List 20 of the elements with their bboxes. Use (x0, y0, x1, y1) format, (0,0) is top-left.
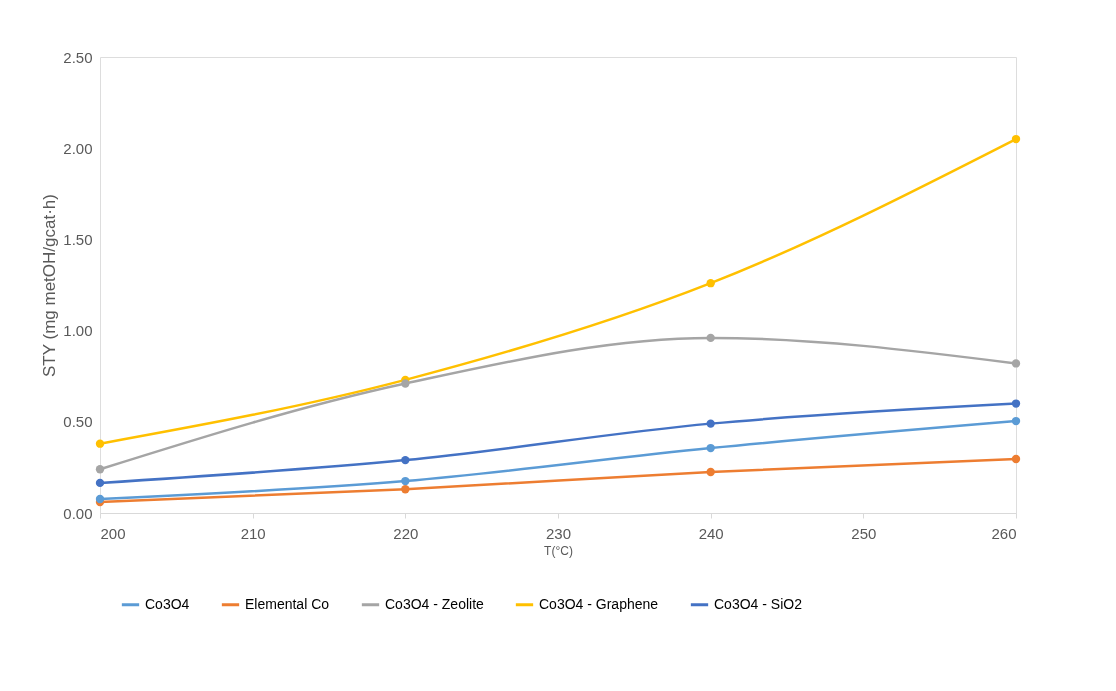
y-tick-label: 2.50 (63, 48, 93, 66)
legend-label: Co3O4 (145, 595, 190, 612)
legend-label: Co3O4 - Zeolite (385, 595, 485, 612)
y-axis-title: STY (mg metOH/gcat·h) (40, 194, 60, 377)
x-tick-label: 230 (545, 524, 572, 542)
x-tick-label: 260 (991, 524, 1017, 542)
legend-label: Co3O4 - SiO2 (714, 595, 803, 612)
x-tick-label: 220 (393, 524, 419, 542)
legend-label: Elemental Co (245, 595, 330, 612)
x-tick-label: 250 (851, 524, 877, 542)
x-tick-label: 240 (698, 524, 724, 542)
y-tick-label: 1.50 (63, 230, 93, 248)
y-tick-label: 0.00 (63, 504, 93, 522)
y-tick-label: 2.00 (63, 139, 93, 157)
y-tick-label: 1.00 (63, 322, 93, 340)
legend-label: Co3O4 - Graphene (539, 595, 659, 612)
x-tick-label: 200 (100, 524, 126, 542)
x-axis-title: T(°C) (544, 543, 573, 558)
x-tick-label: 210 (240, 524, 266, 542)
y-tick-label: 0.50 (63, 413, 93, 431)
